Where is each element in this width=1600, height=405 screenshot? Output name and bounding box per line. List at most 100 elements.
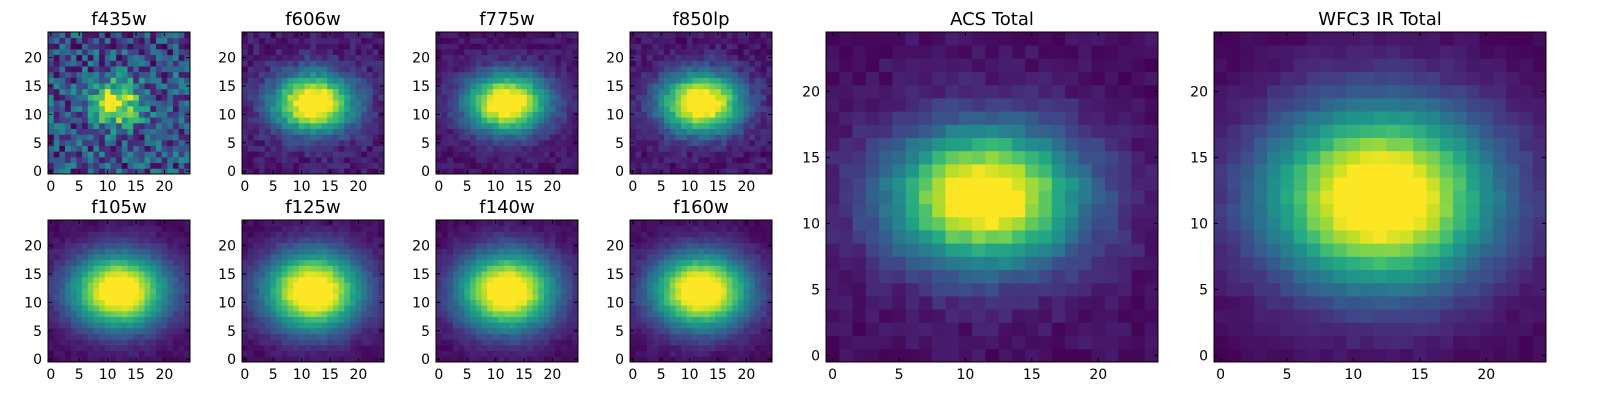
heatmap-cell (339, 243, 345, 249)
heatmap-cell (487, 123, 493, 129)
heatmap-cell (510, 117, 516, 123)
heatmap-cell (59, 294, 65, 300)
heatmap-cell (253, 151, 259, 157)
heatmap-cell (641, 305, 647, 311)
heatmap-cell (510, 322, 516, 328)
heatmap-cell (378, 226, 384, 232)
heatmap-cell (282, 151, 288, 157)
heatmap-cell (647, 345, 653, 351)
heatmap-cell (293, 157, 299, 163)
heatmap-cell (276, 248, 282, 254)
heatmap-cell (270, 265, 276, 271)
heatmap-cell (293, 243, 299, 249)
heatmap-cell (761, 334, 767, 340)
heatmap-cell (658, 146, 664, 152)
heatmap-cell (65, 243, 71, 249)
heatmap-cell (310, 248, 316, 254)
heatmap-cell (510, 220, 516, 226)
heatmap-cell (653, 305, 659, 311)
heatmap-cell (162, 106, 168, 112)
panel-title: f435w (91, 9, 146, 30)
heatmap-cell (464, 328, 470, 334)
heatmap-cell (715, 339, 721, 345)
heatmap-cell (749, 356, 755, 362)
heatmap-cell (698, 129, 704, 135)
heatmap-cell (721, 43, 727, 49)
heatmap-cell (167, 43, 173, 49)
heatmap-cell (316, 345, 322, 351)
heatmap-cell (88, 237, 94, 243)
heatmap-cell (344, 265, 350, 271)
heatmap-cell (82, 220, 88, 226)
heatmap-cell (316, 294, 322, 300)
heatmap-cell (99, 60, 105, 66)
heatmap-cell (510, 294, 516, 300)
heatmap-cell (179, 66, 185, 72)
heatmap-cell (299, 317, 305, 323)
heatmap-cell (453, 243, 459, 249)
heatmap-cell (350, 317, 356, 323)
heatmap-cell (293, 254, 299, 260)
heatmap-cell (122, 134, 128, 140)
heatmap-cell (339, 328, 345, 334)
heatmap-cell (766, 106, 772, 112)
heatmap-cell (361, 328, 367, 334)
heatmap-cell (150, 77, 156, 83)
heatmap-cell (248, 140, 254, 146)
heatmap-cell (116, 112, 122, 118)
heatmap-cell (276, 231, 282, 237)
heatmap-cell (527, 117, 533, 123)
heatmap-cell (110, 254, 116, 260)
heatmap-cell (704, 83, 710, 89)
heatmap-cell (658, 83, 664, 89)
heatmap-cell (698, 151, 704, 157)
heatmap-cell (681, 89, 687, 95)
heatmap-cell (481, 351, 487, 357)
heatmap-cell (287, 322, 293, 328)
heatmap-cell (179, 112, 185, 118)
heatmap-cell (749, 112, 755, 118)
heatmap-cell (361, 129, 367, 135)
heatmap-cell (65, 339, 71, 345)
heatmap-cell (698, 311, 704, 317)
heatmap-cell (658, 294, 664, 300)
heatmap-cell (65, 129, 71, 135)
heatmap-cell (516, 288, 522, 294)
heatmap-cell (110, 282, 116, 288)
heatmap-cell (88, 356, 94, 362)
heatmap-cell (766, 163, 772, 169)
heatmap-cell (173, 134, 179, 140)
heatmap-cell (744, 322, 750, 328)
heatmap-cell (93, 311, 99, 317)
heatmap-cell (516, 231, 522, 237)
heatmap-cell (88, 305, 94, 311)
heatmap-cell (350, 294, 356, 300)
heatmap-cell (453, 294, 459, 300)
heatmap-cell (259, 339, 265, 345)
heatmap-cell (145, 163, 151, 169)
heatmap-cell (761, 112, 767, 118)
heatmap-cell (316, 248, 322, 254)
heatmap-cell (327, 38, 333, 44)
heatmap-cell (65, 66, 71, 72)
heatmap-cell (641, 282, 647, 288)
heatmap-cell (464, 305, 470, 311)
heatmap-cell (567, 129, 573, 135)
heatmap-cell (476, 72, 482, 78)
heatmap-cell (242, 254, 248, 260)
heatmap-cell (487, 55, 493, 61)
heatmap-cell (344, 226, 350, 232)
heatmap-cell (710, 66, 716, 72)
heatmap-cell (179, 129, 185, 135)
heatmap-cell (310, 106, 316, 112)
heatmap-cell (59, 123, 65, 129)
heatmap-cell (316, 55, 322, 61)
heatmap-cell (299, 134, 305, 140)
heatmap-cell (464, 106, 470, 112)
heatmap-cell (150, 38, 156, 44)
heatmap-cell (253, 134, 259, 140)
heatmap-cell (681, 77, 687, 83)
heatmap-cell (493, 77, 499, 83)
heatmap-cell (333, 277, 339, 283)
